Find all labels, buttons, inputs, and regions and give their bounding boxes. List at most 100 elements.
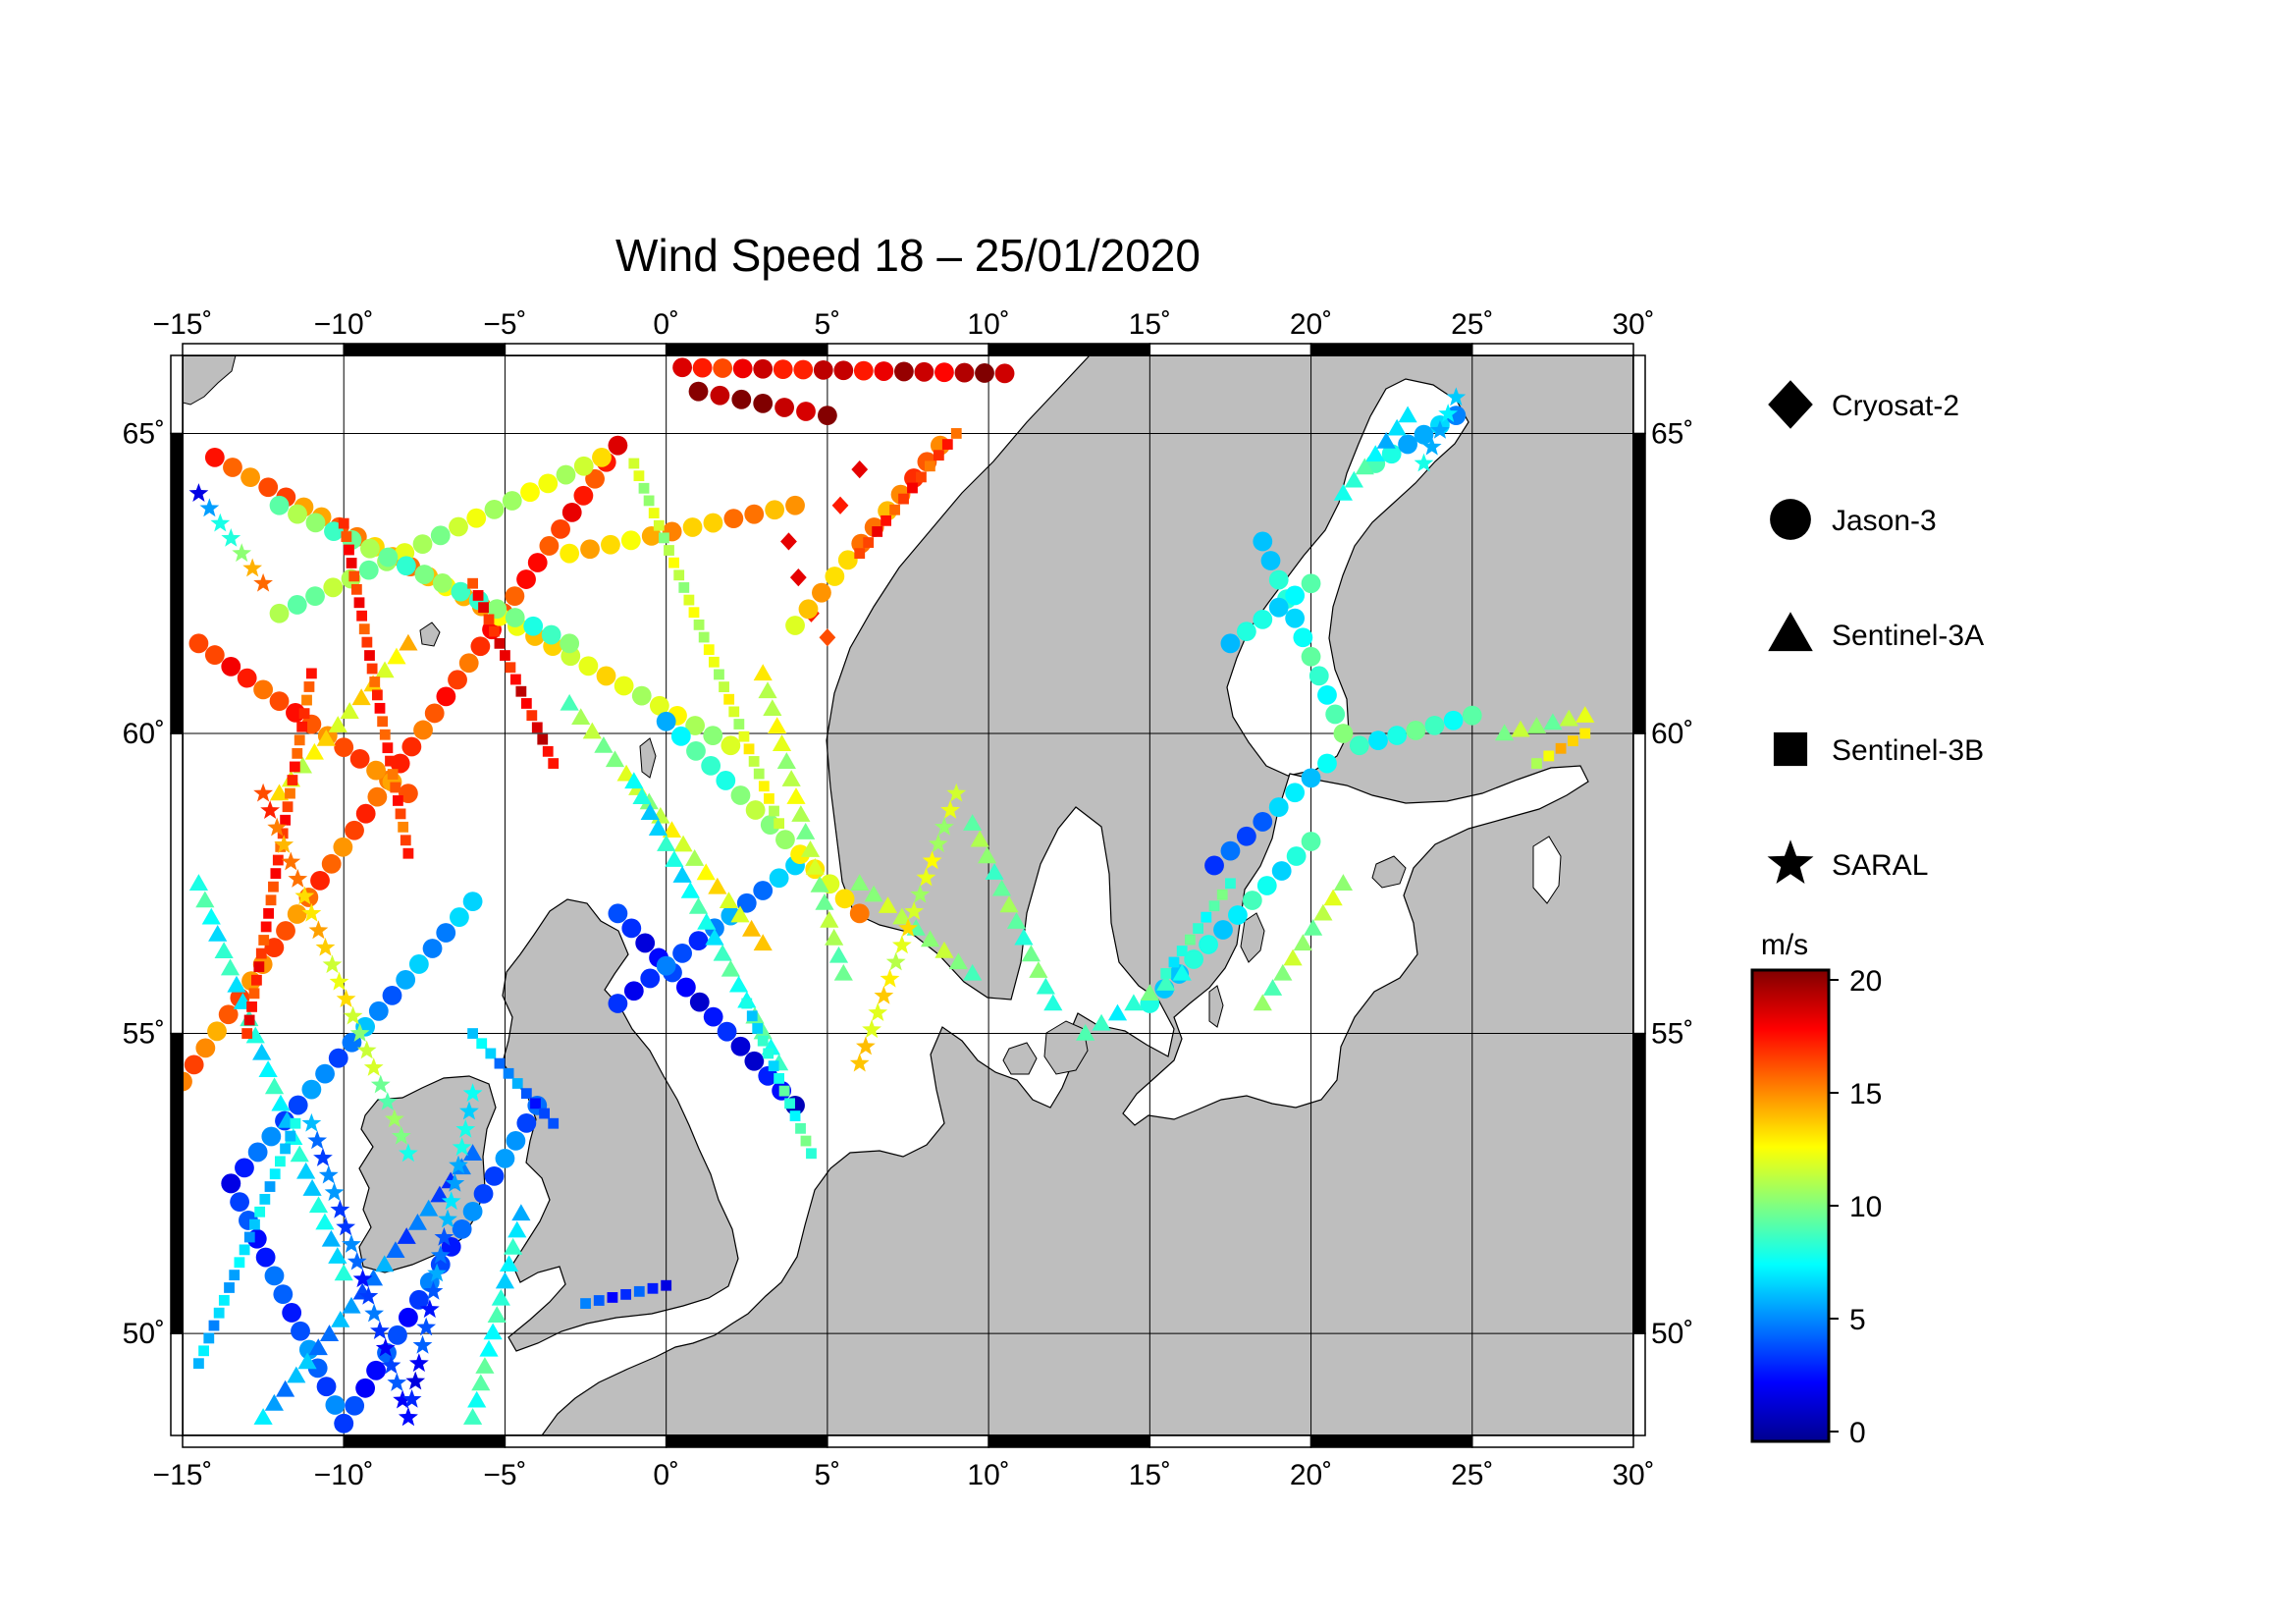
data-point <box>785 616 805 635</box>
data-point <box>381 1355 401 1375</box>
data-point <box>673 569 685 581</box>
data-point <box>608 435 628 456</box>
data-point <box>408 954 429 974</box>
data-point <box>1559 709 1578 727</box>
frame-bottom-segment <box>1309 1434 1473 1448</box>
data-point <box>452 1218 472 1239</box>
data-point <box>1424 715 1445 735</box>
data-point <box>1220 633 1241 654</box>
data-point <box>374 702 386 714</box>
data-point <box>689 992 710 1012</box>
data-point <box>495 1148 515 1168</box>
data-point <box>413 720 433 740</box>
frame-left-segment <box>170 1032 184 1334</box>
data-point <box>614 676 634 696</box>
data-point <box>703 644 715 656</box>
data-point <box>393 1389 413 1409</box>
data-point <box>1262 979 1283 996</box>
data-point <box>730 1036 751 1056</box>
data-point <box>688 896 709 914</box>
data-point <box>789 1110 801 1121</box>
data-point <box>467 577 478 589</box>
data-point <box>448 670 467 690</box>
data-point <box>596 666 616 686</box>
frame-right-segment <box>1632 354 1646 435</box>
data-point <box>560 633 580 654</box>
data-point <box>325 1395 346 1415</box>
lon-tick-top: 20˚ <box>1290 308 1332 341</box>
data-point <box>805 858 825 875</box>
data-point <box>970 830 989 847</box>
data-point <box>753 358 774 379</box>
data-point <box>948 952 968 970</box>
data-point <box>305 668 317 679</box>
data-point <box>261 1126 282 1147</box>
legend-label: SARAL <box>1832 849 1928 882</box>
data-point <box>640 803 660 821</box>
data-point <box>423 1280 444 1300</box>
data-point <box>441 1191 461 1211</box>
data-point <box>810 875 829 893</box>
data-point <box>670 726 691 746</box>
data-point <box>1317 684 1337 705</box>
data-point <box>920 930 940 947</box>
data-point <box>221 656 241 676</box>
data-point <box>188 633 209 654</box>
data-point <box>1208 900 1220 912</box>
data-point <box>608 994 628 1013</box>
data-point <box>853 360 874 381</box>
data-point <box>786 787 806 804</box>
data-point <box>659 532 669 544</box>
land-layer <box>183 355 1633 1435</box>
data-point <box>292 747 303 759</box>
data-point <box>795 1122 806 1134</box>
data-point <box>466 508 487 528</box>
data-point <box>748 756 760 767</box>
colorbar-unit: m/s <box>1761 929 1808 961</box>
data-point <box>708 877 727 894</box>
data-point <box>688 607 700 619</box>
data-point <box>963 814 983 831</box>
data-point <box>294 734 305 746</box>
data-point <box>328 1048 348 1068</box>
lat-tick-left: 50˚ <box>123 1318 165 1350</box>
data-point <box>796 402 816 421</box>
frame-bottom-segment <box>1148 1434 1312 1448</box>
data-point <box>624 772 644 789</box>
data-point <box>716 771 736 790</box>
data-point <box>1220 840 1241 861</box>
data-point <box>386 1241 405 1259</box>
data-point <box>229 1270 240 1281</box>
data-point <box>520 1088 532 1100</box>
data-point <box>1160 968 1172 979</box>
data-point <box>688 931 709 951</box>
map-title: Wind Speed 18 – 25/01/2020 <box>615 230 1201 281</box>
data-point <box>201 907 221 925</box>
data-point <box>252 1043 272 1060</box>
data-point <box>253 679 274 700</box>
legend-label: Cryosat-2 <box>1832 390 1959 422</box>
data-point <box>851 460 869 479</box>
data-point <box>934 941 954 958</box>
data-point <box>815 893 834 910</box>
data-point <box>408 1353 429 1373</box>
data-point <box>769 805 779 817</box>
data-point <box>585 468 605 489</box>
lon-tick-bottom: 30˚ <box>1612 1459 1654 1491</box>
data-point <box>344 544 354 556</box>
data-point <box>242 558 263 577</box>
data-point <box>476 1038 488 1050</box>
data-point <box>208 1320 220 1331</box>
data-point <box>778 1085 790 1097</box>
data-point <box>648 508 660 518</box>
data-point <box>1236 826 1256 846</box>
data-point <box>321 853 342 874</box>
data-point <box>269 1168 281 1180</box>
data-point <box>422 939 443 958</box>
data-point <box>746 1010 758 1022</box>
data-point <box>459 1101 479 1120</box>
data-point <box>1029 961 1048 978</box>
data-point <box>348 570 360 582</box>
frame-top-segment <box>988 343 1151 356</box>
legend-label: Sentinel-3B <box>1832 734 1984 767</box>
